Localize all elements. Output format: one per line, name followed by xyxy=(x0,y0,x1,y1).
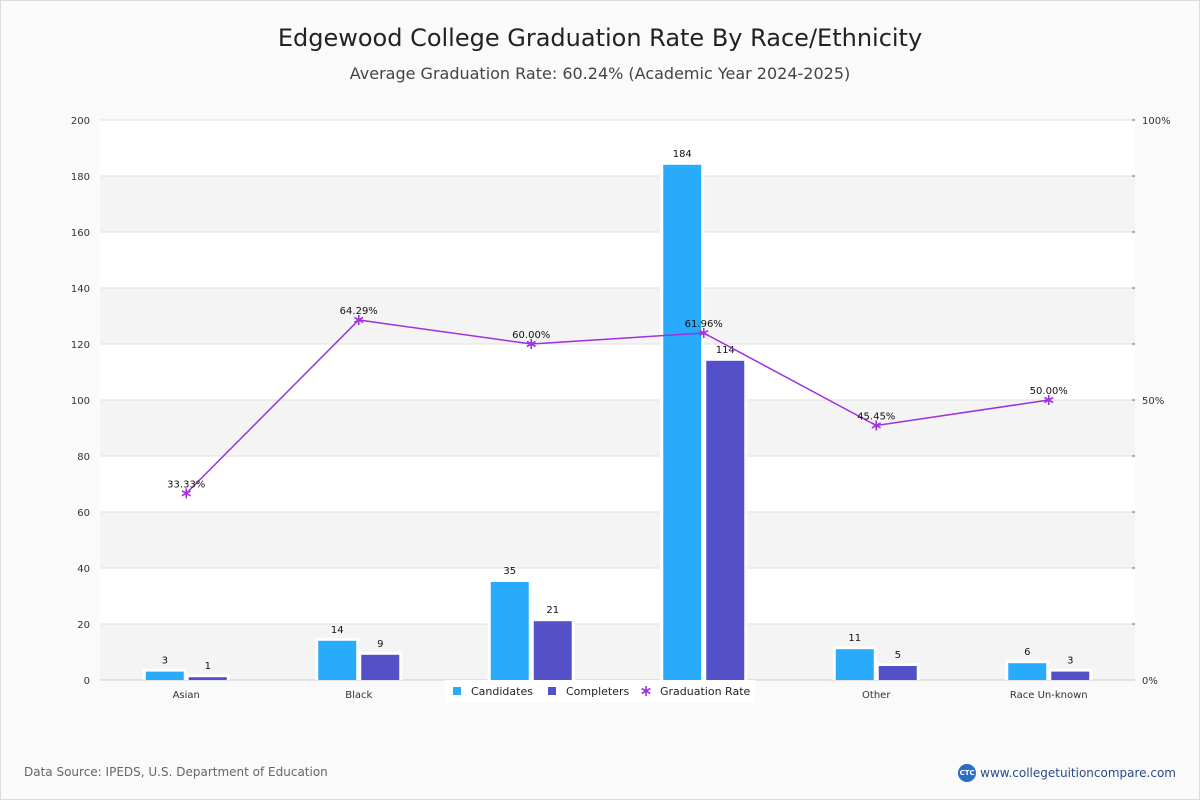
bar-value-label: 184 xyxy=(673,149,692,160)
bar-candidates xyxy=(318,640,357,680)
bar-value-label: 6 xyxy=(1024,647,1030,658)
x-tick-label: Race Un-known xyxy=(1010,690,1088,701)
y-left-tick: 40 xyxy=(77,564,90,575)
y-left-tick: 200 xyxy=(71,116,90,127)
chart-subtitle: Average Graduation Rate: 60.24% (Academi… xyxy=(349,64,851,83)
rate-point xyxy=(526,339,536,349)
bar-completers xyxy=(706,360,745,680)
y-right-tick: 50% xyxy=(1142,396,1164,407)
rate-value-label: 61.96% xyxy=(685,319,723,330)
y-left-tick: 0 xyxy=(84,676,90,687)
legend-label: Graduation Rate xyxy=(660,685,751,698)
rate-value-label: 60.00% xyxy=(512,330,550,341)
legend-background xyxy=(445,680,755,702)
rate-point xyxy=(699,328,709,339)
bar-value-label: 14 xyxy=(331,625,344,636)
rate-point xyxy=(1044,395,1054,405)
bar-value-label: 9 xyxy=(377,639,383,650)
rate-line xyxy=(185,319,1049,494)
legend-label: Completers xyxy=(566,685,630,698)
site-url[interactable]: www.collegetuitioncompare.com xyxy=(980,766,1176,780)
grid-band xyxy=(100,232,1135,288)
bar-value-label: 35 xyxy=(503,566,516,577)
bar-value-label: 5 xyxy=(895,650,901,661)
y-left-tick: 120 xyxy=(71,340,90,351)
grid-band xyxy=(100,344,1135,400)
grid-band xyxy=(100,624,1135,680)
legend-swatch xyxy=(453,687,461,695)
bar-value-label: 114 xyxy=(716,345,735,356)
rate-point xyxy=(181,488,191,499)
grid-band xyxy=(100,568,1135,624)
y-left-tick: 180 xyxy=(71,172,90,183)
bar-completers xyxy=(533,621,572,680)
bar-value-label: 3 xyxy=(1067,656,1073,667)
grid-band xyxy=(100,400,1135,456)
rate-value-label: 50.00% xyxy=(1030,386,1068,397)
legend-swatch xyxy=(548,687,556,695)
bar-candidates xyxy=(1008,663,1047,680)
grid-band xyxy=(100,512,1135,568)
bar-completers xyxy=(361,654,400,680)
rate-point xyxy=(354,314,364,325)
ctc-logo-icon: CTC xyxy=(958,764,977,782)
bar-completers xyxy=(188,677,227,680)
bar-halo xyxy=(185,674,230,680)
x-tick-label: Asian xyxy=(173,690,200,701)
y-left-tick: 100 xyxy=(71,396,90,407)
rate-value-label: 64.29% xyxy=(340,306,378,317)
bar-value-label: 11 xyxy=(848,633,861,644)
y-right-tick: 0% xyxy=(1142,676,1158,687)
data-source: Data Source: IPEDS, U.S. Department of E… xyxy=(24,765,328,779)
bar-candidates xyxy=(835,649,874,680)
bar-completers xyxy=(878,666,917,680)
bar-candidates xyxy=(145,671,184,680)
bar-candidates xyxy=(663,164,702,681)
grid-band xyxy=(100,120,1135,176)
y-right-tick: 100% xyxy=(1142,116,1171,127)
y-left-tick: 80 xyxy=(77,452,90,463)
y-left-tick: 20 xyxy=(77,620,90,631)
grid-band xyxy=(100,288,1135,344)
bar-completers xyxy=(1051,671,1090,680)
bar-candidates xyxy=(490,582,529,680)
x-tick-label: Other xyxy=(862,690,891,701)
x-tick-label: Black xyxy=(345,690,372,701)
legend-rate-icon xyxy=(641,686,651,696)
bar-value-label: 21 xyxy=(546,605,559,616)
y-left-tick: 140 xyxy=(71,284,90,295)
bar-value-label: 3 xyxy=(162,656,168,667)
y-left-tick: 60 xyxy=(77,508,90,519)
bar-value-label: 1 xyxy=(205,661,211,672)
y-left-tick: 160 xyxy=(71,228,90,239)
legend-label: Candidates xyxy=(471,685,533,698)
rate-value-label: 33.33% xyxy=(167,479,205,490)
site-link[interactable]: CTC www.collegetuitioncompare.com xyxy=(958,764,1176,782)
rate-value-label: 45.45% xyxy=(857,411,895,422)
chart-title: Edgewood College Graduation Rate By Race… xyxy=(277,24,923,52)
grid-band xyxy=(100,456,1135,512)
rate-point xyxy=(871,420,881,431)
grid-band xyxy=(100,176,1135,232)
